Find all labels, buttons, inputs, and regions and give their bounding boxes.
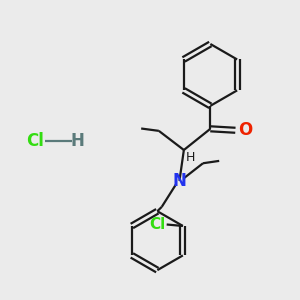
Text: Cl: Cl — [26, 132, 44, 150]
Text: H: H — [71, 132, 85, 150]
Text: N: N — [172, 172, 186, 190]
Text: O: O — [238, 121, 252, 139]
Text: H: H — [186, 152, 196, 164]
Text: Cl: Cl — [149, 217, 165, 232]
